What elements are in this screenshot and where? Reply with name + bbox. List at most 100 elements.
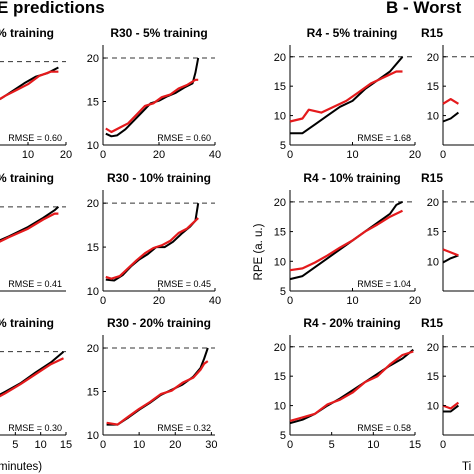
x-tick-label: 0 [287,149,293,161]
x-tick-label: 0 [287,439,293,451]
x-tick-label: 40 [209,149,221,161]
y-tick-label: 15 [87,387,99,399]
series-line-red [289,209,403,272]
x-axis-label-fragment: minutes) [0,461,42,473]
x-tick-label: 0 [440,439,446,451]
y-tick-label: 15 [274,227,286,239]
y-tick-label: 10 [274,256,286,268]
series-line-black [105,203,200,282]
x-tick-label: 5 [329,439,335,451]
series-line-black [105,57,200,138]
y-tick-label: 20 [87,343,99,355]
y-tick-label: 10 [87,140,99,152]
series-line-red [442,97,459,105]
y-tick-label: 20 [427,342,439,354]
series-line-red [442,401,460,410]
subplot-2: 0 20 40 10 15 20 R30 - 5% training RMSE = 0.60 [87,26,221,161]
rmse-label: RMSE = 0.30 [8,423,62,433]
x-tick-label: 15 [409,439,421,451]
rmse-label: RMSE = 0.32 [157,423,211,433]
x-tick-label: 20 [60,149,72,161]
subplot-title: R15 [421,316,443,330]
series-line-red [289,350,414,422]
subplot-title: R30 - 20% training [107,316,211,330]
x-tick-label: 0 [100,295,106,307]
subplots: 10 20 % training RMSE = 0.60 0 20 40 10 15 20 R30 … [0,26,474,451]
rmse-label: RMSE = 0.41 [8,279,62,289]
subplot-9: 0 10 20 5 10 15 20 R4 - 10% training RMSE = 1.04 [274,171,421,307]
subplot-title: R4 - 20% training [303,316,400,330]
subplot-title: R30 - 10% training [107,171,211,185]
rmse-label: RMSE = 1.04 [357,279,411,289]
series-line-red [442,248,459,257]
y-tick-label: 10 [274,111,286,123]
rmse-label: RMSE = 0.45 [157,279,211,289]
subplot-title: % training [0,171,54,185]
subplot-5: 5 10 15 % training RMSE = 0.30 [0,316,72,451]
y-tick-label: 5 [280,140,286,152]
y-tick-label: 20 [87,198,99,210]
subplot-4: 0 20 40 10 15 20 R30 - 10% training RMSE = 0.45 [87,171,221,307]
series-line-red [105,78,199,134]
subplot-title: R4 - 10% training [303,171,400,185]
subplot-title: R15 [421,26,443,40]
x-tick-label: 20 [409,295,421,307]
x-tick-label: 0 [287,295,293,307]
y-tick-label: 10 [427,111,439,123]
y-tick-label: 20 [427,52,439,64]
x-tick-label: 10 [35,439,47,451]
series-line-red [289,70,403,123]
rmse-label: RMSE = 0.58 [357,423,411,433]
series-line-red [106,360,209,426]
subplot-title: R15 [421,171,443,185]
x-axis-label-fragment-right: Ti [462,461,471,473]
y-tick-label: 10 [87,430,99,442]
subplot-12: 0 10 15 20 R15 [421,316,474,451]
y-tick-label: 20 [274,52,286,64]
rmse-label: RMSE = 0.60 [157,133,211,143]
y-tick-label: 10 [87,286,99,298]
x-tick-label: 10 [346,149,358,161]
y-tick-label: 20 [274,197,286,209]
subplot-7: 0 10 20 5 10 15 20 R4 - 5% training RMSE = 1.68 [274,26,421,161]
y-tick-label: 20 [87,53,99,65]
subplot-title: R30 - 5% training [110,26,207,40]
x-tick-label: 20 [409,149,421,161]
subplot-title: % training [0,316,54,330]
x-tick-label: 30 [205,439,217,451]
series-line-black [290,56,404,135]
panel-b-label: B - Worst [386,0,462,17]
y-tick-label: 20 [427,197,439,209]
y-tick-label: 5 [280,430,286,442]
panel-a-label: E predictions [0,0,105,17]
series-line-black [442,111,460,123]
x-tick-label: 0 [440,149,446,161]
x-tick-label: 10 [133,439,145,451]
x-tick-label: 10 [346,295,358,307]
subplot-title: % training [0,26,54,40]
y-tick-label: 10 [427,256,439,268]
series-line-red [105,217,199,280]
y-tick-label: 10 [427,401,439,413]
y-tick-label: 20 [274,342,286,354]
y-tick-label: 15 [87,242,99,254]
y-tick-label: 15 [274,81,286,93]
x-tick-label: 0 [100,149,106,161]
x-tick-label: 5 [12,439,18,451]
series-line-red [0,70,59,101]
y-tick-label: 15 [427,371,439,383]
y-tick-label: 5 [280,286,286,298]
y-tick-label: 15 [427,227,439,239]
series-line-red [0,357,64,398]
series-line-red [0,212,59,243]
x-tick-label: 10 [367,439,379,451]
subplot-title: R4 - 5% training [307,26,398,40]
series-line-black [106,347,209,426]
subplot-1: 10 20 % training RMSE = 0.60 [0,26,72,161]
series-line-black [0,206,60,242]
subplot-3: % training RMSE = 0.41 [0,171,66,292]
x-tick-label: 20 [153,149,165,161]
x-tick-label: 0 [100,439,106,451]
